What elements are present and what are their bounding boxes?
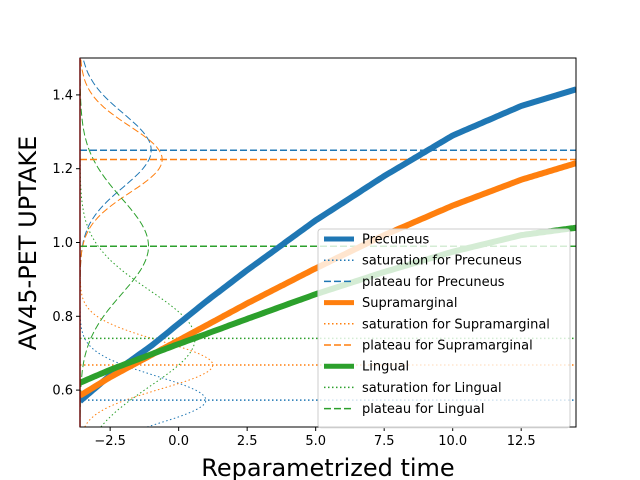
- x-tick-label: 10.0: [438, 434, 467, 449]
- legend-label-saturation-for-lingual: saturation for Lingual: [362, 381, 502, 396]
- x-tick-label: −2.5: [94, 434, 126, 449]
- y-axis-title: AV45-PET UPTAKE: [14, 136, 42, 351]
- legend-label-supramarginal: Supramarginal: [362, 296, 457, 311]
- legend-label-saturation-for-supramarginal: saturation for Supramarginal: [362, 317, 550, 332]
- x-tick-label: 0.0: [168, 434, 189, 449]
- x-tick-label: 7.5: [374, 434, 395, 449]
- legend-label-saturation-for-precuneus: saturation for Precuneus: [362, 254, 522, 269]
- legend-label-plateau-for-supramarginal: plateau for Supramarginal: [362, 339, 533, 354]
- legend-label-plateau-for-precuneus: plateau for Precuneus: [362, 275, 505, 290]
- legend-label-plateau-for-lingual: plateau for Lingual: [362, 402, 484, 417]
- distribution-saturation-for-lingual: [80, 58, 196, 427]
- legend-box: [317, 228, 571, 429]
- distribution-plateau-for-supramarginal: [80, 58, 163, 427]
- x-tick-label: 2.5: [237, 434, 258, 449]
- legend-label-lingual: Lingual: [362, 360, 409, 375]
- y-tick-label: 1.0: [52, 236, 73, 251]
- legend-label-precuneus: Precuneus: [362, 233, 430, 248]
- axes: −2.5 0.0 2.5 5.0 7.5 10.0 12.5 0.6 0.8 1.0 1.2 1.4: [52, 57, 577, 449]
- y-tick-label: 1.4: [52, 88, 73, 103]
- y-tick-label: 0.6: [52, 384, 73, 399]
- distribution-plateau-for-lingual: [80, 58, 150, 427]
- y-tick-label: 1.2: [52, 162, 73, 177]
- x-tick-label: 12.5: [507, 434, 536, 449]
- y-tick-label: 0.8: [52, 310, 73, 325]
- legend: Precuneus saturation for Precuneus plateau…: [317, 228, 571, 429]
- series-line-precuneus: [80, 86, 576, 404]
- x-axis-title: Reparametrized time: [201, 454, 454, 480]
- x-tick-label: 5.0: [305, 434, 326, 449]
